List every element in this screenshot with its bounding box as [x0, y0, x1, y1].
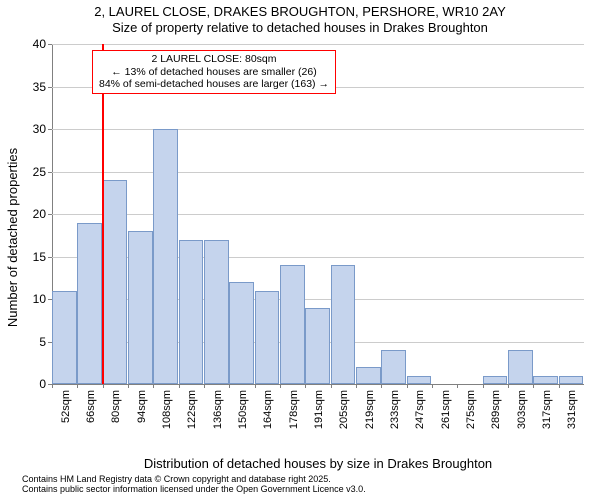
- x-tick-label: 289sqm: [490, 390, 502, 429]
- reference-line: [102, 44, 104, 384]
- y-tick-mark: [48, 257, 52, 258]
- y-tick-label: 40: [22, 37, 46, 51]
- histogram-bar: [179, 240, 204, 385]
- histogram-bar: [356, 367, 381, 384]
- x-tick-mark: [331, 384, 332, 388]
- grid-line: [52, 129, 584, 130]
- x-tick-mark: [533, 384, 534, 388]
- annotation-line2: ← 13% of detached houses are smaller (26…: [99, 66, 329, 79]
- histogram-bar: [280, 265, 305, 384]
- histogram-bar: [407, 376, 432, 385]
- x-tick-label: 108sqm: [161, 390, 173, 429]
- x-tick-label: 164sqm: [262, 390, 274, 429]
- x-tick-mark: [153, 384, 154, 388]
- plot-area: 051015202530354052sqm66sqm80sqm94sqm108s…: [52, 44, 584, 430]
- x-tick-label: 205sqm: [338, 390, 350, 429]
- y-tick-mark: [48, 129, 52, 130]
- y-axis-label-wrap: Number of detached properties: [6, 44, 20, 430]
- footer-line2: Contains public sector information licen…: [22, 484, 366, 494]
- y-axis-label: Number of detached properties: [6, 147, 21, 326]
- grid-line: [52, 44, 584, 45]
- x-tick-label: 52sqm: [60, 390, 72, 423]
- x-tick-mark: [204, 384, 205, 388]
- chart-title-line1: 2, LAUREL CLOSE, DRAKES BROUGHTON, PERSH…: [0, 4, 600, 20]
- x-tick-label: 66sqm: [85, 390, 97, 423]
- histogram-bar: [255, 291, 280, 385]
- x-tick-label: 136sqm: [212, 390, 224, 429]
- chart-title-line2: Size of property relative to detached ho…: [0, 20, 600, 36]
- y-tick-mark: [48, 87, 52, 88]
- x-tick-label: 261sqm: [440, 390, 452, 429]
- y-tick-label: 5: [22, 335, 46, 349]
- histogram-bar: [204, 240, 229, 385]
- x-tick-label: 150sqm: [237, 390, 249, 429]
- histogram-bar: [52, 291, 77, 385]
- x-tick-mark: [559, 384, 560, 388]
- y-tick-label: 30: [22, 122, 46, 136]
- y-tick-label: 0: [22, 377, 46, 391]
- x-tick-mark: [305, 384, 306, 388]
- x-tick-mark: [407, 384, 408, 388]
- x-tick-label: 275sqm: [465, 390, 477, 429]
- x-tick-mark: [255, 384, 256, 388]
- footer-line1: Contains HM Land Registry data © Crown c…: [22, 474, 366, 484]
- histogram-bar: [533, 376, 558, 385]
- y-tick-label: 10: [22, 292, 46, 306]
- histogram-bar: [229, 282, 254, 384]
- x-tick-mark: [483, 384, 484, 388]
- x-tick-label: 233sqm: [389, 390, 401, 429]
- x-tick-mark: [77, 384, 78, 388]
- histogram-bar: [508, 350, 533, 384]
- x-tick-mark: [508, 384, 509, 388]
- x-tick-mark: [229, 384, 230, 388]
- grid-line: [52, 172, 584, 173]
- histogram-bar: [305, 308, 330, 385]
- x-tick-mark: [52, 384, 53, 388]
- histogram-bar: [153, 129, 178, 384]
- x-axis-line: [52, 384, 584, 385]
- chart-container: 2, LAUREL CLOSE, DRAKES BROUGHTON, PERSH…: [0, 0, 600, 500]
- histogram-bar: [128, 231, 153, 384]
- y-tick-mark: [48, 44, 52, 45]
- chart-title-block: 2, LAUREL CLOSE, DRAKES BROUGHTON, PERSH…: [0, 0, 600, 37]
- histogram-bar: [77, 223, 102, 385]
- x-tick-label: 80sqm: [110, 390, 122, 423]
- histogram-bar: [483, 376, 508, 385]
- y-tick-label: 25: [22, 165, 46, 179]
- histogram-bar: [381, 350, 406, 384]
- y-tick-mark: [48, 172, 52, 173]
- x-tick-label: 191sqm: [313, 390, 325, 429]
- x-tick-label: 94sqm: [136, 390, 148, 423]
- x-tick-mark: [381, 384, 382, 388]
- annotation-box: 2 LAUREL CLOSE: 80sqm← 13% of detached h…: [92, 50, 336, 94]
- histogram-bar: [331, 265, 356, 384]
- annotation-line1: 2 LAUREL CLOSE: 80sqm: [99, 53, 329, 66]
- histogram-bar: [559, 376, 584, 385]
- y-tick-label: 20: [22, 207, 46, 221]
- x-tick-label: 303sqm: [516, 390, 528, 429]
- x-tick-mark: [432, 384, 433, 388]
- y-tick-mark: [48, 214, 52, 215]
- x-axis-label: Distribution of detached houses by size …: [52, 456, 584, 471]
- x-tick-mark: [128, 384, 129, 388]
- attribution-footer: Contains HM Land Registry data © Crown c…: [22, 474, 366, 495]
- histogram-bar: [103, 180, 128, 384]
- x-tick-label: 317sqm: [541, 390, 553, 429]
- grid-line: [52, 214, 584, 215]
- x-tick-mark: [356, 384, 357, 388]
- x-tick-mark: [457, 384, 458, 388]
- x-tick-mark: [179, 384, 180, 388]
- x-tick-label: 122sqm: [186, 390, 198, 429]
- x-tick-mark: [103, 384, 104, 388]
- y-tick-label: 35: [22, 80, 46, 94]
- annotation-line3: 84% of semi-detached houses are larger (…: [99, 78, 329, 91]
- x-tick-label: 247sqm: [414, 390, 426, 429]
- x-tick-label: 178sqm: [288, 390, 300, 429]
- plot-inner: 051015202530354052sqm66sqm80sqm94sqm108s…: [52, 44, 584, 430]
- x-tick-mark: [280, 384, 281, 388]
- y-tick-label: 15: [22, 250, 46, 264]
- x-tick-label: 219sqm: [364, 390, 376, 429]
- x-tick-label: 331sqm: [566, 390, 578, 429]
